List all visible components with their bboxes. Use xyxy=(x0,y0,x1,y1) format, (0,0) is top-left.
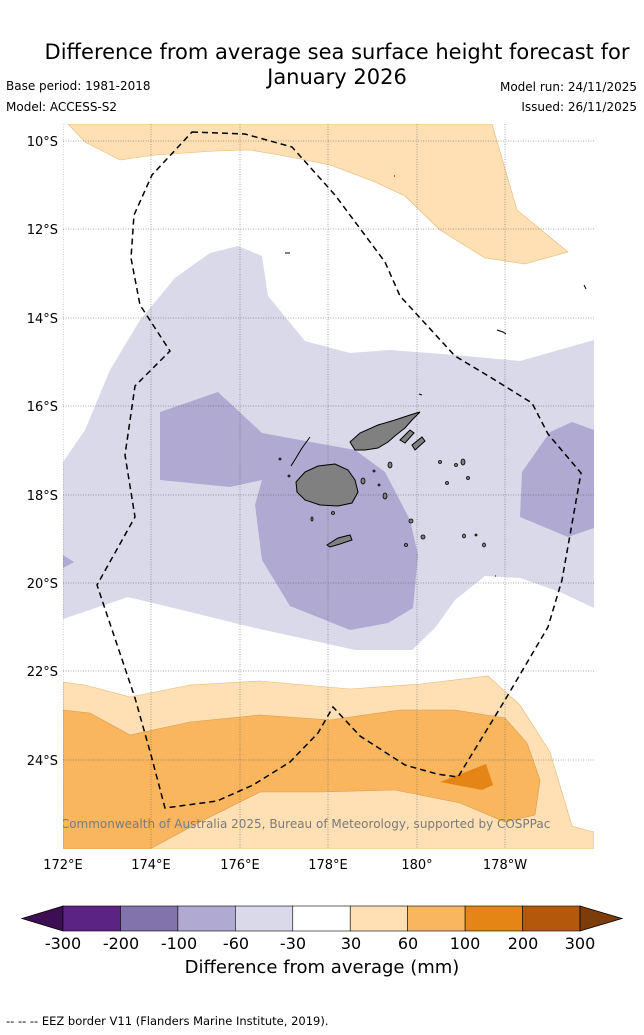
map-area: © Commonwealth of Australia 2025, Bureau… xyxy=(45,124,594,849)
lat-label: 18°S xyxy=(27,489,58,504)
model-name: Model: ACCESS-S2 xyxy=(6,100,118,114)
colorbar-tick: 200 xyxy=(507,934,539,953)
outer-islands xyxy=(285,175,587,577)
small-islands xyxy=(278,457,486,548)
colorbar-segment xyxy=(235,905,294,932)
graticule xyxy=(63,124,594,849)
colorbar-tick: 30 xyxy=(340,934,362,953)
island-kadavu xyxy=(326,534,353,548)
contour-south-positive-100 xyxy=(440,764,493,790)
lat-label: 12°S xyxy=(27,223,58,238)
colorbar-tick: -300 xyxy=(44,934,82,953)
colorbar-segment xyxy=(522,905,581,932)
issued-date: Issued: 26/11/2025 xyxy=(521,100,637,114)
lon-label: 178°W xyxy=(483,858,527,873)
colorbar-tick: -200 xyxy=(102,934,140,953)
lon-label: 176°E xyxy=(220,858,260,873)
colorbar-segment xyxy=(349,905,408,932)
longitude-labels: 172°E 174°E 176°E 178°E 180° 178°W xyxy=(43,858,527,873)
model-run: Model run: 24/11/2025 xyxy=(499,80,637,94)
colorbar-extend-low xyxy=(20,905,64,932)
colorbar-segment xyxy=(292,905,351,932)
eez-border xyxy=(96,131,582,809)
colorbar-extend-high xyxy=(579,905,624,932)
island-yasawa xyxy=(290,436,311,467)
lat-label: 24°S xyxy=(27,754,58,769)
island-koro xyxy=(411,436,426,451)
contour-negative-60-west xyxy=(63,555,74,568)
lat-label: 22°S xyxy=(27,665,58,680)
lon-label: 180° xyxy=(401,858,432,873)
latitude-labels: 10°S 12°S 14°S 16°S 18°S 20°S 22°S 24°S xyxy=(27,135,58,769)
colorbar-title: Difference from average (mm) xyxy=(184,957,460,978)
colorbar-segment xyxy=(62,905,121,932)
colorbar-tick: 100 xyxy=(449,934,481,953)
contour-south-positive-60 xyxy=(63,709,541,849)
colorbar-segment xyxy=(177,905,236,932)
lat-label: 20°S xyxy=(27,577,58,592)
island-viti-levu xyxy=(295,463,359,507)
colorbar xyxy=(20,905,624,932)
lon-label: 178°E xyxy=(308,858,348,873)
lat-label: 10°S xyxy=(27,135,58,150)
colorbar-tick: 300 xyxy=(564,934,596,953)
lon-label: 174°E xyxy=(131,858,171,873)
base-period: Base period: 1981-2018 xyxy=(6,79,151,93)
copyright-text: © Commonwealth of Australia 2025, Bureau… xyxy=(45,817,550,831)
island-vanua-levu xyxy=(349,411,421,451)
island-taveuni xyxy=(399,429,415,444)
colorbar-tick: -60 xyxy=(222,934,250,953)
colorbar-segment xyxy=(464,905,523,932)
eez-legend-footnote: -- -- -- EEZ border V11 (Flanders Marine… xyxy=(6,1014,329,1028)
lat-label: 14°S xyxy=(27,312,58,327)
lon-label: 172°E xyxy=(43,858,83,873)
colorbar-segment xyxy=(407,905,466,932)
lat-label: 16°S xyxy=(27,400,58,415)
colorbar-tick: -100 xyxy=(160,934,198,953)
map-title: Difference from average sea surface heig… xyxy=(30,40,644,90)
title-line-2: January 2026 xyxy=(267,65,407,89)
title-line-1: Difference from average sea surface heig… xyxy=(44,40,630,64)
contour-negative-60-central xyxy=(160,392,418,630)
colorbar-tick: 60 xyxy=(397,934,419,953)
colorbar-tick: -30 xyxy=(279,934,307,953)
colorbar-segment xyxy=(120,905,179,932)
